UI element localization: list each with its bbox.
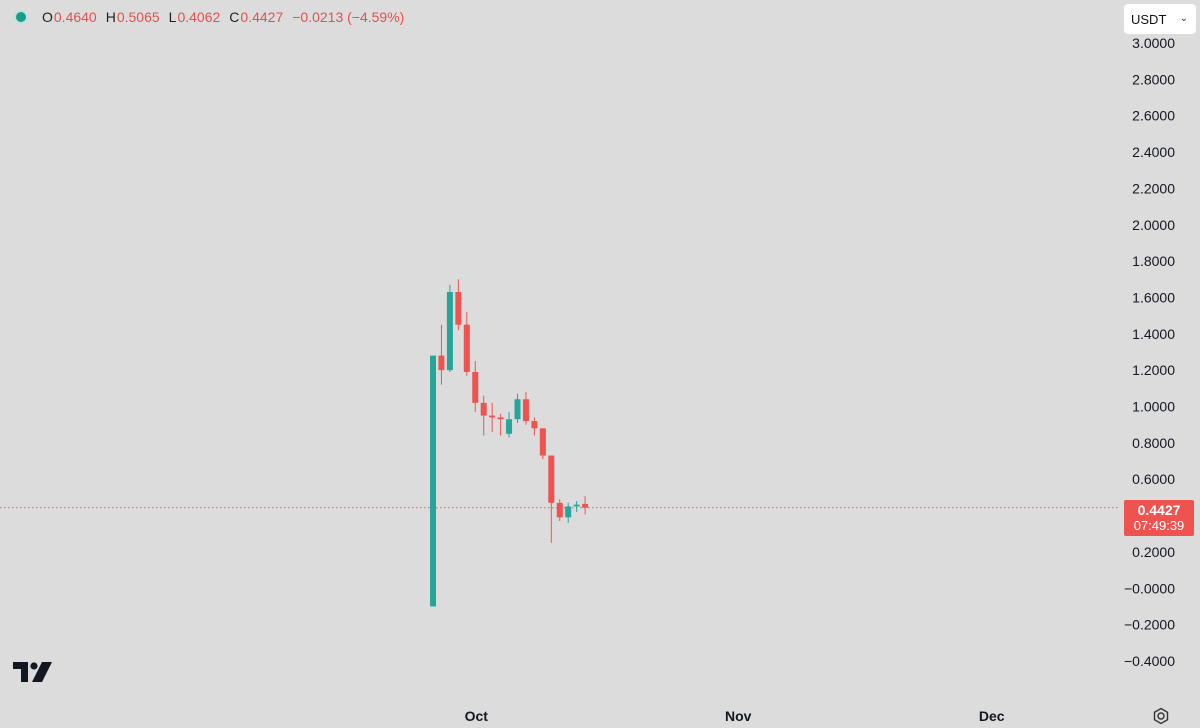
candle-body <box>446 291 453 371</box>
candle-body <box>531 421 538 429</box>
y-axis-tick-label: 1.4000 <box>1132 326 1175 342</box>
candle-body <box>514 399 521 420</box>
last-price-value: 0.4427 <box>1137 502 1181 518</box>
candle-body <box>497 417 504 420</box>
candle-body <box>430 355 436 607</box>
y-axis-tick-label: 1.0000 <box>1132 399 1175 415</box>
y-axis-tick-label: 2.0000 <box>1132 217 1175 233</box>
y-axis-tick-label: 1.6000 <box>1132 289 1175 305</box>
y-axis-tick-label: 2.2000 <box>1132 180 1175 196</box>
y-axis-tick-label: 3.0000 <box>1132 35 1175 51</box>
candle-body <box>480 402 487 416</box>
y-axis-tick-label: −0.0000 <box>1124 580 1175 596</box>
y-axis-tick-label: 0.6000 <box>1132 471 1175 487</box>
candle-body <box>565 506 572 518</box>
high-value: 0.5065 <box>116 9 160 25</box>
settings-gear-icon[interactable] <box>1151 706 1171 726</box>
x-axis-tick-label: Oct <box>465 708 489 724</box>
candle-body <box>573 504 580 507</box>
y-axis-tick-label: 0.2000 <box>1132 544 1175 560</box>
candle-body <box>522 399 529 422</box>
low-label: L <box>168 9 177 25</box>
candle-body <box>548 455 555 503</box>
y-axis-tick-label: 0.8000 <box>1132 435 1175 451</box>
candle-body <box>539 428 546 456</box>
candle-body <box>582 503 589 508</box>
last-price-tag: 0.4427 07:49:39 <box>1124 500 1194 536</box>
bar-countdown: 07:49:39 <box>1133 518 1185 533</box>
candle-body <box>506 419 513 434</box>
close-label: C <box>229 9 240 25</box>
candle-body <box>463 324 470 372</box>
y-axis-tick-label: −0.2000 <box>1124 617 1175 633</box>
ohlc-legend: O 0.4640 H 0.5065 L 0.4062 C 0.4427 −0.0213 … <box>14 9 413 25</box>
y-axis-tick-label: 1.8000 <box>1132 253 1175 269</box>
candle-body <box>556 502 563 518</box>
open-value: 0.4640 <box>53 9 97 25</box>
currency-select[interactable]: USDT ⌄ <box>1124 4 1196 34</box>
y-axis-tick-label: −0.4000 <box>1124 653 1175 669</box>
close-value: 0.4427 <box>240 9 284 25</box>
low-value: 0.4062 <box>177 9 221 25</box>
chevron-down-icon: ⌄ <box>1179 12 1188 24</box>
high-label: H <box>105 9 116 25</box>
candle-body <box>455 291 462 325</box>
y-axis-tick-label: 2.4000 <box>1132 144 1175 160</box>
candle-body <box>472 371 479 403</box>
y-axis-tick-label: 2.8000 <box>1132 71 1175 87</box>
y-axis-tick-label: 1.2000 <box>1132 362 1175 378</box>
open-label: O <box>42 9 53 25</box>
market-status-icon <box>14 10 28 24</box>
y-axis-tick-label: 2.6000 <box>1132 108 1175 124</box>
candle-body <box>489 415 496 418</box>
x-axis-tick-label: Nov <box>725 708 752 724</box>
x-axis-tick-label: Dec <box>979 708 1005 724</box>
change-value: −0.0213 (−4.59%) <box>292 9 405 25</box>
candle-body <box>438 355 445 371</box>
tradingview-logo-icon[interactable] <box>13 662 53 684</box>
currency-label: USDT <box>1131 11 1167 27</box>
